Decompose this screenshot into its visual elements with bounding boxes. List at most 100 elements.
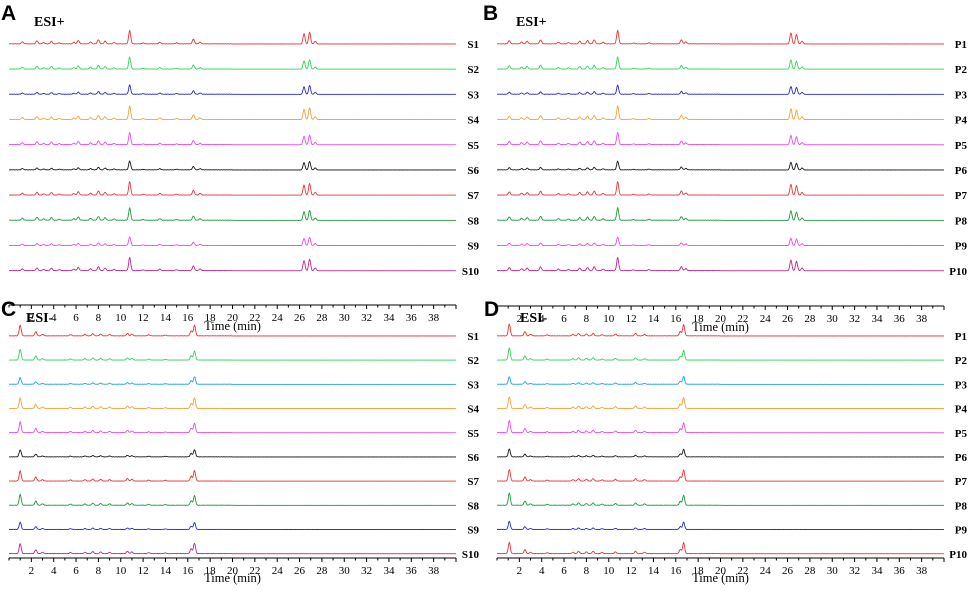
sample-label: P5 [955,140,968,152]
chromatogram-line [496,347,944,361]
trace-S5: S5 [9,132,479,152]
x-tick-label: 2 [517,565,523,577]
trace-P3: P3 [496,375,967,391]
x-tick-label: 36 [894,565,906,577]
x-tick-label: 10 [603,565,615,577]
trace-P5: P5 [497,131,968,152]
sample-label: P4 [955,115,968,127]
x-tick-label: 6 [561,313,567,325]
chromatogram-line [497,469,945,482]
chromatogram-line [497,520,945,531]
trace-S2: S2 [8,56,479,76]
x-tick-label: 36 [406,312,418,324]
trace-P9: P9 [497,520,967,537]
chromatogram-line [8,56,456,70]
sample-label: S6 [467,452,479,464]
sample-label: S10 [462,549,480,561]
trace-P7: P7 [497,181,967,202]
x-tick-label: 20 [227,565,239,577]
x-tick-label: 2 [517,313,523,325]
chromatogram-line [497,419,945,434]
ionization-mode-label: ESI+ [34,15,65,30]
chromatogram-line [496,448,944,458]
chromatogram-line [496,207,944,221]
x-axis-title: Time (min) [692,571,749,585]
trace-S4: S4 [8,105,479,127]
x-tick-label: 38 [428,565,440,577]
chromatogram-line [496,541,944,555]
trace-S9: S9 [9,236,479,253]
x-tick-label: 28 [804,565,816,577]
x-tick-label: 22 [249,312,260,324]
x-tick-label: 26 [294,565,306,577]
x-tick-label: 12 [138,312,149,324]
chromatogram-line [497,84,945,95]
x-tick-label: 32 [849,313,860,325]
trace-S5: S5 [9,421,479,440]
x-tick-label: 8 [96,565,102,577]
x-tick-label: 4 [51,312,57,324]
trace-S3: S3 [8,376,479,391]
trace-S10: S10 [8,256,479,278]
trace-P10: P10 [496,541,967,561]
x-tick-label: 8 [584,313,590,325]
x-tick-label: 16 [670,565,682,577]
sample-label: S2 [467,355,479,367]
chromatogram-line [496,256,945,272]
trace-S7: S7 [9,470,479,488]
panel-letter: A [1,2,16,25]
trace-P4: P4 [496,396,967,416]
trace-P6: P6 [496,448,968,464]
x-tick-label: 20 [715,565,727,577]
sample-label: P10 [949,266,967,278]
chromatogram-line [497,181,945,196]
x-tick-label: 12 [626,565,637,577]
sample-label: P8 [955,215,968,227]
chromatogram-line [8,449,456,458]
trace-P6: P6 [496,160,967,177]
trace-S1: S1 [8,324,479,343]
x-tick-label: 16 [670,313,682,325]
chromatogram-line [8,105,456,121]
x-tick-label: 10 [603,313,615,325]
trace-P3: P3 [497,84,967,101]
x-tick-label: 8 [96,312,102,324]
x-tick-label: 16 [182,565,194,577]
sample-label: S5 [467,428,479,440]
sample-label: S9 [467,241,479,253]
chromatogram-line [496,323,944,337]
x-tick-label: 38 [916,313,928,325]
sample-label: P2 [955,355,968,367]
chromatogram-line [9,84,457,95]
trace-P5: P5 [497,419,967,440]
x-tick-label: 34 [383,565,395,577]
chromatogram-line [8,542,456,555]
x-tick-label: 24 [760,313,772,325]
sample-label: P6 [955,452,968,464]
x-tick-label: 2 [29,312,35,324]
x-tick-label: 14 [648,565,660,577]
sample-label: S7 [467,190,479,202]
trace-S1: S1 [8,29,479,51]
panel-letter: B [483,2,498,25]
x-tick-label: 10 [115,312,127,324]
sample-label: S4 [467,404,479,416]
x-tick-label: 34 [871,313,883,325]
x-tick-label: 2 [29,565,35,577]
trace-S4: S4 [8,397,479,416]
x-tick-label: 16 [182,312,194,324]
x-tick-label: 14 [160,312,172,324]
sample-label: S4 [467,115,479,127]
x-tick-label: 18 [693,313,705,325]
sample-label: S1 [467,331,479,343]
x-tick-label: 4 [539,565,545,577]
trace-P1: P1 [496,323,967,343]
trace-P10: P10 [496,256,967,278]
sample-label: S6 [467,165,479,177]
chromatogram-line [9,132,457,146]
trace-P8: P8 [496,492,967,512]
x-tick-label: 20 [715,313,727,325]
